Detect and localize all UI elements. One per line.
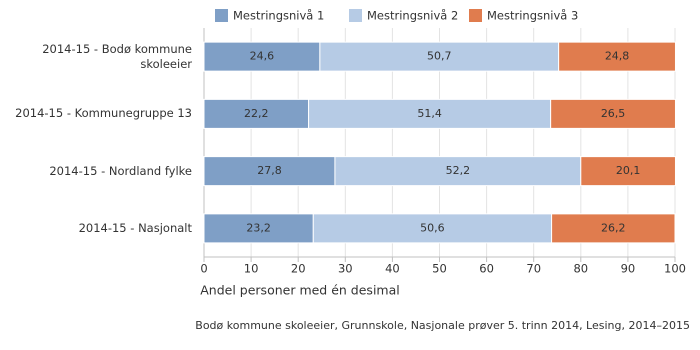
value-label: 51,4 (417, 107, 442, 120)
x-tick-label: 40 (385, 262, 400, 276)
value-label: 26,2 (601, 221, 626, 234)
x-tick-label: 0 (200, 262, 207, 276)
legend-label: Mestringsnivå 2 (367, 9, 458, 23)
x-tick-label: 80 (573, 262, 588, 276)
value-label: 22,2 (244, 107, 269, 120)
legend-swatch (469, 9, 482, 22)
value-label: 24,6 (250, 50, 275, 63)
x-tick-label: 10 (244, 262, 259, 276)
x-tick-label: 60 (479, 262, 494, 276)
bar-segment (203, 41, 321, 72)
x-tick-label: 70 (526, 262, 541, 276)
value-label: 23,2 (246, 221, 271, 234)
bar-segment (203, 98, 310, 129)
value-label: 24,8 (605, 50, 630, 63)
y-tick-label: 2014-15 - Nasjonalt (78, 220, 192, 235)
x-tick-label: 90 (621, 262, 636, 276)
footnote: Bodø kommune skoleeier, Grunnskole, Nasj… (195, 319, 690, 332)
value-label: 26,5 (601, 107, 626, 120)
bar-segment (319, 41, 560, 72)
value-label: 27,8 (257, 164, 282, 177)
value-label: 52,2 (446, 164, 471, 177)
x-tick-label: 20 (291, 262, 306, 276)
x-tick-label: 100 (664, 262, 686, 276)
legend-label: Mestringsnivå 1 (233, 9, 324, 23)
x-tick-label: 30 (338, 262, 353, 276)
y-tick-label: 2014-15 - Bodø kommune skoleeier (42, 41, 192, 71)
y-tick-label: 2014-15 - Kommunegruppe 13 (15, 106, 192, 121)
bar-segment (312, 213, 553, 244)
legend-swatch (215, 9, 228, 22)
value-label: 50,7 (427, 50, 452, 63)
legend-label: Mestringsnivå 3 (487, 9, 578, 23)
y-tick-label: 2014-15 - Nordland fylke (49, 163, 192, 178)
legend-swatch (349, 9, 362, 22)
x-tick-label: 50 (432, 262, 447, 276)
bar-segment (580, 156, 676, 187)
bar-segment (550, 98, 676, 129)
value-label: 50,6 (420, 221, 445, 234)
bar-segment (558, 41, 676, 72)
bar-segment (551, 213, 676, 244)
x-axis-label: Andel personer med én desimal (200, 283, 399, 298)
bar-segment (308, 98, 552, 129)
bar-segment (203, 156, 336, 187)
value-label: 20,1 (616, 164, 641, 177)
bar-segment (334, 156, 582, 187)
